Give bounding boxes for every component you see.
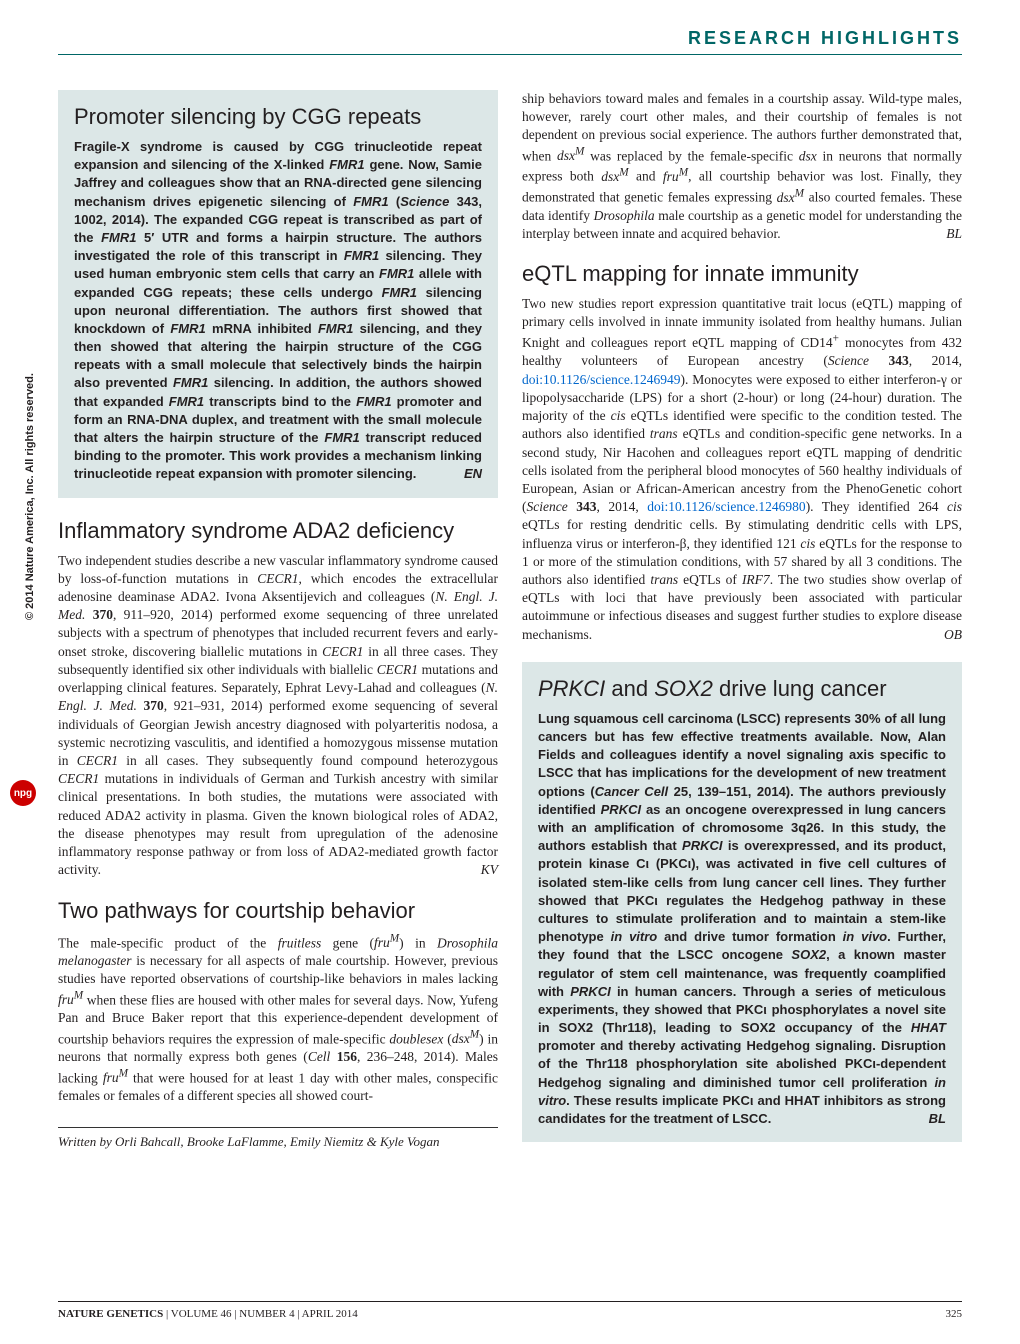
- section3-title: eQTL mapping for innate immunity: [522, 261, 962, 287]
- content-area: Promoter silencing by CGG repeats Fragil…: [58, 90, 962, 1162]
- section2-text-a: The male-specific product of the fruitle…: [58, 932, 498, 1106]
- box1-title: Promoter silencing by CGG repeats: [74, 104, 482, 130]
- left-column: Promoter silencing by CGG repeats Fragil…: [58, 90, 498, 1162]
- header-rule: [58, 54, 962, 55]
- page-header: RESEARCH HIGHLIGHTS: [688, 28, 962, 49]
- copyright-sidebar: © 2014 Nature America, Inc. All rights r…: [24, 373, 36, 620]
- section1-signature: KV: [481, 861, 498, 879]
- highlight-box-1: Promoter silencing by CGG repeats Fragil…: [58, 90, 498, 498]
- section3-text: Two new studies report expression quanti…: [522, 295, 962, 644]
- section1-title: Inflammatory syndrome ADA2 deficiency: [58, 518, 498, 544]
- box2-signature: BL: [929, 1110, 946, 1128]
- box2-title: PRKCI and SOX2 drive lung cancer: [538, 676, 946, 702]
- page-footer: NATURE GENETICS | VOLUME 46 | NUMBER 4 |…: [58, 1301, 962, 1320]
- box2-text: Lung squamous cell carcinoma (LSCC) repr…: [538, 710, 946, 1128]
- highlight-box-2: PRKCI and SOX2 drive lung cancer Lung sq…: [522, 662, 962, 1142]
- right-column: ship behaviors toward males and females …: [522, 90, 962, 1162]
- footer-left: NATURE GENETICS | VOLUME 46 | NUMBER 4 |…: [58, 1308, 358, 1320]
- author-line: Written by Orli Bahcall, Brooke LaFlamme…: [58, 1127, 498, 1150]
- section2-title: Two pathways for courtship behavior: [58, 898, 498, 924]
- section1-text: Two independent studies describe a new v…: [58, 552, 498, 880]
- npg-logo: npg: [10, 780, 36, 806]
- section2-signature: BL: [946, 225, 962, 243]
- section3-signature: OB: [944, 626, 962, 644]
- box1-text: Fragile-X syndrome is caused by CGG trin…: [74, 138, 482, 484]
- section2-text-b: ship behaviors toward males and females …: [522, 90, 962, 243]
- box1-signature: EN: [464, 465, 482, 483]
- footer-right: 325: [946, 1308, 963, 1320]
